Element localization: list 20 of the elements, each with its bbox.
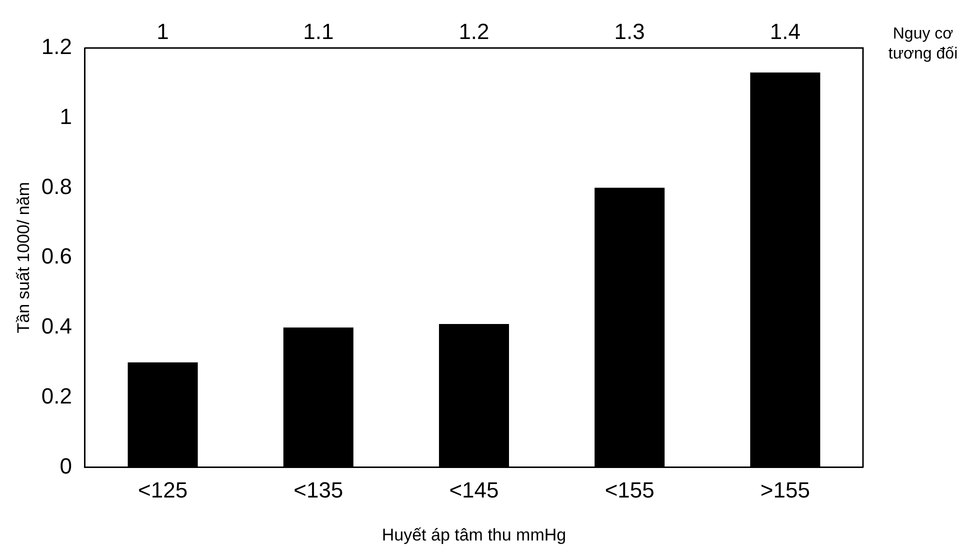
text: 1.1 — [303, 19, 334, 44]
text: 1.3 — [614, 19, 645, 44]
y-tick-label: 0.2 — [41, 383, 72, 408]
y-tick-label: 0.4 — [41, 314, 72, 339]
y-axis-title: Tần suất 1000/ năm — [14, 182, 33, 334]
y-tick-label: 1.2 — [41, 34, 72, 60]
x-tick-label: <155 — [604, 477, 654, 502]
x-tick-label: <145 — [449, 477, 499, 502]
y-tick-label: 0.6 — [41, 244, 72, 269]
x-tick-label: <125 — [138, 477, 188, 502]
y-tick-label: 0 — [60, 453, 72, 478]
text: 1.2 — [458, 19, 490, 44]
y-tick-label: 1 — [60, 104, 72, 129]
x2-axis-title: Nguy cơ tương đối — [888, 25, 958, 62]
x-tick-label: <135 — [294, 477, 344, 502]
x-tick-label: >155 — [760, 477, 810, 502]
text: 1 — [156, 19, 169, 44]
x-axis-title: Huyết áp tâm thu mmHg — [382, 525, 566, 544]
text: 1.4 — [770, 19, 800, 44]
y-tick-label: 0.8 — [41, 174, 72, 199]
